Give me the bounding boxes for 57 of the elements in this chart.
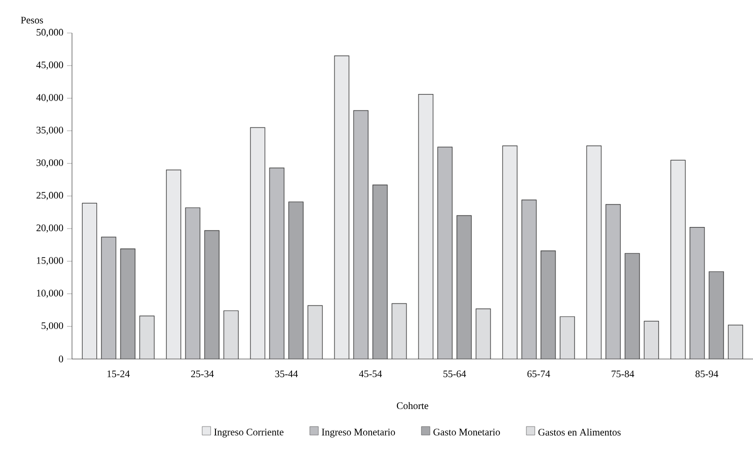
bar (502, 145, 518, 359)
bar (606, 204, 621, 359)
bar (288, 202, 304, 359)
bar (437, 146, 453, 359)
bar (728, 324, 744, 359)
bar (624, 253, 640, 359)
y-tick-label: 15,000 (36, 257, 64, 266)
y-tick-label: 30,000 (36, 159, 64, 168)
bar (223, 310, 239, 359)
bar (690, 226, 705, 359)
bar (521, 200, 537, 359)
bar (185, 207, 200, 359)
bar (166, 170, 182, 359)
bar (540, 250, 556, 359)
x-tick-label: 85-94 (696, 370, 718, 378)
x-tick-label: 45-54 (359, 370, 382, 378)
x-tick-label: 35-44 (275, 370, 298, 378)
bar (456, 215, 472, 359)
bar (476, 308, 491, 359)
legend-label: Ingreso Corriente (214, 428, 284, 438)
bar (353, 110, 368, 359)
legend-label: Gasto Monetario (433, 428, 500, 436)
bar (250, 127, 266, 359)
y-tick-label: 45,000 (36, 62, 64, 70)
bar (560, 316, 575, 359)
y-tick-label: 40,000 (36, 94, 64, 102)
x-axis-title: Cohorte (396, 402, 428, 410)
x-tick-label: 15-24 (107, 370, 130, 378)
y-tick-label: 35,000 (36, 126, 64, 135)
bar (372, 184, 388, 359)
x-tick-label: 25-34 (191, 370, 214, 378)
y-tick-label: 25,000 (36, 192, 64, 200)
legend-label: Gastos en Alimentos (538, 428, 621, 436)
bar (308, 305, 323, 359)
bar (204, 230, 220, 359)
bar (708, 271, 724, 359)
bar (139, 316, 155, 359)
bar (670, 160, 686, 359)
y-tick-label: 50,000 (36, 28, 64, 38)
y-tick-label: 20,000 (36, 224, 64, 233)
y-tick-label: 10,000 (36, 290, 64, 298)
bar (392, 303, 407, 359)
bar (418, 94, 434, 359)
bar (120, 248, 136, 359)
y-tick-label: 0 (58, 356, 64, 362)
bar (101, 236, 116, 359)
bar (82, 202, 98, 359)
bar (586, 145, 602, 359)
legend-label: Ingreso Monetario (322, 428, 395, 438)
bar (644, 320, 659, 359)
x-tick-label: 75-84 (612, 370, 634, 378)
x-tick-label: 55-64 (443, 370, 466, 378)
y-tick-label: 5,000 (42, 322, 64, 330)
bar (269, 168, 284, 359)
y-axis-title: Pesos (20, 16, 43, 24)
x-tick-label: 65-74 (527, 370, 550, 378)
bar (334, 56, 350, 359)
